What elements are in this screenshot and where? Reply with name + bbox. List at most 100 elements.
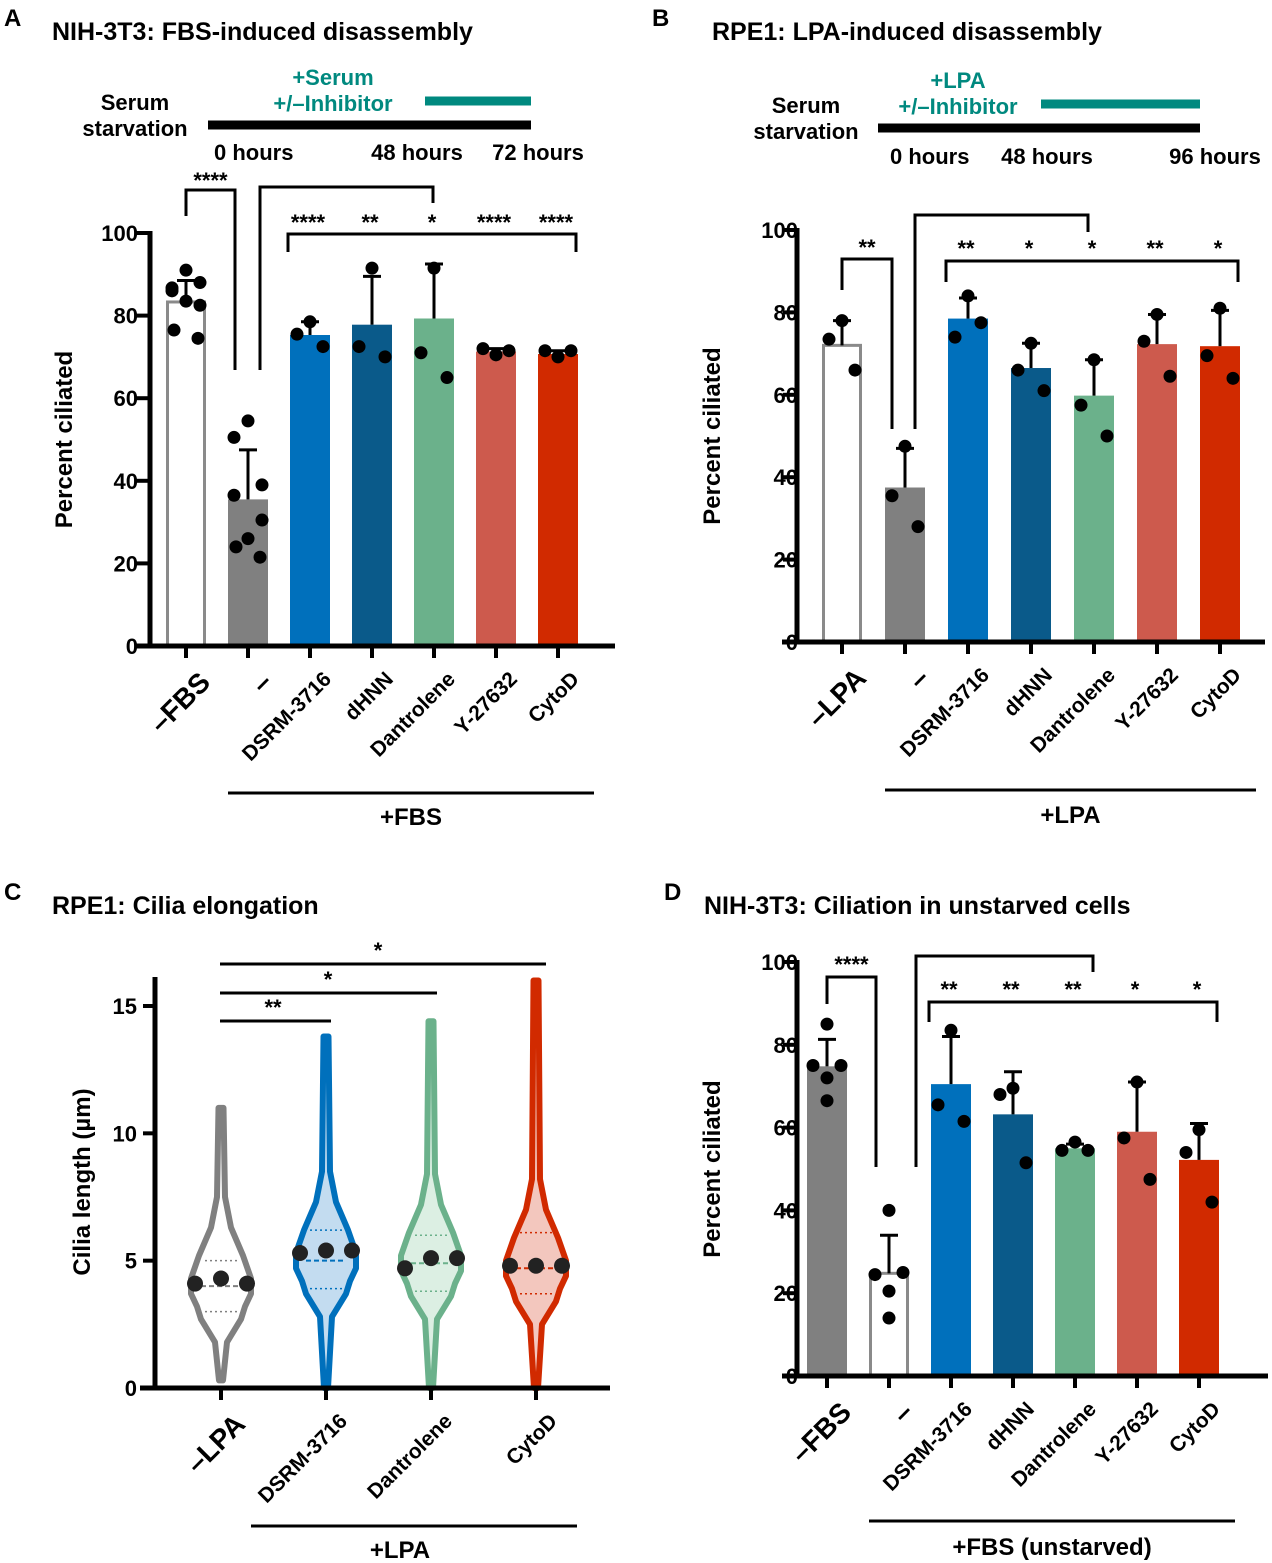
bar-3	[1011, 368, 1051, 642]
bar-2	[290, 335, 330, 646]
significance-label: *	[1088, 236, 1097, 261]
data-point	[1081, 1143, 1095, 1157]
data-point	[931, 1098, 945, 1112]
data-point	[1226, 371, 1240, 385]
y-tick-label: 0	[126, 634, 138, 659]
x-category-label: DSRM-3716	[254, 1410, 352, 1508]
replicate-mean-point	[449, 1250, 465, 1267]
data-point	[179, 294, 193, 308]
panel-title-d: NIH-3T3: Ciliation in unstarved cells	[704, 892, 1130, 920]
treatment-label-line1: +LPA	[930, 68, 985, 93]
significance-label: **	[957, 236, 975, 261]
data-point	[414, 346, 428, 360]
y-tick-label: 80	[774, 1033, 798, 1058]
data-point	[1019, 1156, 1033, 1170]
data-point	[1117, 1131, 1131, 1145]
significance-bracket-reference	[914, 954, 1095, 1167]
timeline-left-label-line1: Serum	[772, 93, 840, 118]
group-label: +FBS	[380, 804, 442, 831]
y-tick-label: 60	[774, 1116, 798, 1141]
panel-c-chart: 0 5 10 15 Cilia length (µm) –LPA DSRM-3716 Dant…	[69, 938, 610, 1563]
significance-bracket-pair	[840, 257, 894, 429]
data-point	[1087, 353, 1101, 367]
bar-3	[352, 324, 392, 646]
bar-4	[1055, 1148, 1095, 1376]
data-point	[1037, 384, 1051, 398]
significance-label: ****	[834, 952, 869, 977]
y-tick-label: 80	[774, 300, 798, 325]
data-point	[957, 1114, 971, 1128]
treatment-label-line2: +/–Inhibitor	[273, 91, 393, 116]
data-point	[229, 540, 243, 554]
replicate-mean-point	[554, 1257, 570, 1274]
group-label: +FBS (unstarved)	[952, 1534, 1151, 1561]
data-point	[1200, 349, 1214, 363]
y-tick-label: 0	[125, 1376, 137, 1401]
bar-3	[993, 1114, 1033, 1376]
data-point	[848, 363, 862, 377]
panel-title-c: RPE1: Cilia elongation	[52, 892, 319, 920]
x-category-label: Y-27632	[450, 668, 522, 740]
y-axis-label: Percent ciliated	[699, 1080, 726, 1257]
data-point	[378, 350, 392, 364]
data-point	[1024, 336, 1038, 350]
time-label: 0 hours	[890, 144, 969, 169]
data-point	[822, 332, 836, 346]
bar-5	[476, 351, 516, 646]
data-point	[806, 1059, 820, 1072]
data-point	[1179, 1145, 1193, 1159]
data-point	[896, 1266, 910, 1279]
y-tick-label: 10	[113, 1121, 137, 1146]
data-point	[227, 488, 241, 502]
y-tick-label: 20	[114, 551, 138, 576]
panel-title-b: RPE1: LPA-induced disassembly	[712, 18, 1102, 46]
y-tick-label: 20	[774, 1281, 798, 1306]
significance-label: *	[428, 210, 437, 235]
data-point	[255, 513, 269, 527]
bar-6	[1179, 1159, 1219, 1376]
data-point	[1068, 1135, 1082, 1149]
y-tick-label: 100	[761, 950, 798, 975]
data-point	[961, 289, 975, 303]
data-point	[820, 1071, 834, 1085]
time-label: 96 hours	[1169, 144, 1261, 169]
significance-label: **	[1064, 977, 1082, 1002]
significance-label: ****	[291, 210, 326, 235]
violin-1	[293, 1033, 359, 1391]
replicate-mean-point	[213, 1270, 229, 1287]
significance-bracket-group	[944, 259, 1240, 282]
data-point	[820, 1094, 834, 1108]
data-point	[165, 284, 179, 298]
x-category-label: –	[245, 666, 278, 699]
x-category-label: –LPA	[180, 1408, 251, 1479]
bar-0	[807, 1066, 847, 1376]
panel-letter-b: B	[652, 5, 669, 32]
data-point	[1143, 1172, 1157, 1186]
data-point	[835, 314, 849, 328]
x-category-label: dHNN	[981, 1398, 1039, 1456]
time-label: 48 hours	[371, 140, 463, 165]
data-point	[191, 331, 205, 345]
y-tick-label: 40	[114, 469, 138, 494]
data-point	[898, 439, 912, 453]
data-point	[241, 532, 255, 546]
y-tick-label: 100	[761, 218, 798, 243]
data-point	[290, 327, 304, 341]
data-point	[1100, 429, 1114, 443]
significance-bracket-group	[927, 1000, 1219, 1022]
data-point	[885, 489, 899, 503]
x-category-label: CytoD	[524, 668, 584, 728]
data-point	[551, 350, 565, 364]
significance-label: **	[940, 977, 958, 1002]
x-category-label: dHNN	[999, 664, 1057, 722]
bar-0	[822, 343, 862, 644]
data-point	[489, 348, 503, 362]
group-label: +LPA	[370, 1537, 430, 1563]
data-point	[167, 323, 181, 337]
data-point	[227, 430, 241, 444]
y-tick-label: 15	[113, 994, 137, 1019]
data-point	[1163, 369, 1177, 383]
